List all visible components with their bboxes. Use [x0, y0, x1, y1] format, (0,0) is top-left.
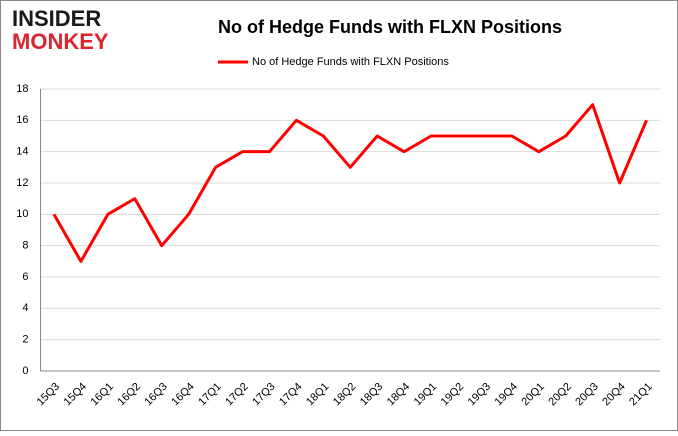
legend-label: No of Hedge Funds with FLXN Positions: [252, 56, 449, 68]
y-tick-label: 14: [16, 146, 28, 158]
logo-line2: MONKEY: [12, 29, 109, 54]
y-tick-label: 8: [22, 240, 28, 252]
y-tick-label: 10: [16, 208, 28, 220]
data-line: [52, 103, 648, 263]
y-tick-label: 6: [22, 271, 28, 283]
y-tick-label: 0: [22, 365, 28, 377]
chart-title: No of Hedge Funds with FLXN Positions: [218, 17, 562, 37]
y-tick-label: 2: [22, 334, 28, 346]
y-tick-label: 12: [16, 177, 28, 189]
logo-line1: INSIDER: [12, 6, 101, 31]
y-tick-label: 16: [16, 114, 28, 126]
y-tick-label: 18: [16, 83, 28, 95]
y-tick-label: 4: [22, 302, 28, 314]
